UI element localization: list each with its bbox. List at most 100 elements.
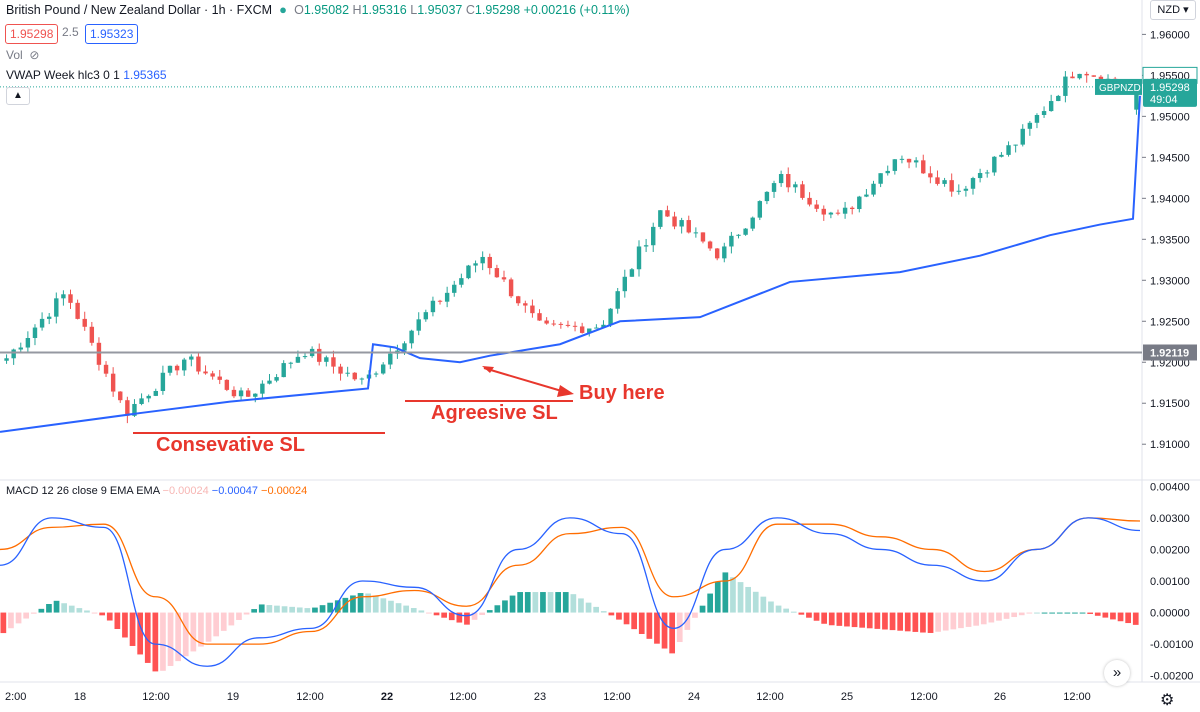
candle-body [153, 390, 158, 396]
macd-hist-bar [433, 612, 440, 616]
candle-body [139, 398, 144, 404]
volume-indicator[interactable]: Vol ⊘ [6, 48, 40, 62]
candle-body [679, 220, 684, 227]
candle-body [970, 178, 976, 189]
macd-hist-bar [783, 608, 789, 613]
macd-line-value: −0.00047 [211, 485, 258, 497]
candle-body [942, 180, 947, 184]
candle-body [764, 191, 770, 202]
macd-hist-bar [562, 592, 569, 613]
ohlc-high: 1.95316 [361, 3, 407, 17]
hline-price-tag: 1.92119 [1150, 347, 1189, 359]
macd-hist-bar [365, 593, 371, 613]
candle-body [466, 265, 471, 279]
macd-hist-bar [296, 607, 303, 613]
macd-hist-bar [889, 612, 896, 631]
macd-hist-bar [281, 606, 288, 613]
time-tick-label: 12:00 [1063, 691, 1091, 703]
candle-body [707, 241, 713, 249]
candle-body [110, 373, 116, 392]
macd-hist-bar [350, 595, 356, 613]
candle-body [714, 248, 720, 259]
candle-body [331, 357, 336, 367]
sell-price-button[interactable]: 1.95298 [5, 24, 59, 44]
macd-hist-bar [1072, 612, 1078, 614]
gear-icon[interactable]: ⚙ [1160, 692, 1175, 709]
macd-hist-bar [904, 612, 911, 632]
candle-body [388, 353, 393, 365]
candle-body [842, 207, 848, 214]
vwap-legend[interactable]: VWAP Week hlc3 0 1 1.95365 [6, 68, 167, 82]
macd-tick-label: -0.00200 [1150, 671, 1193, 683]
spread-value: 2.5 [62, 25, 79, 39]
candle-body [4, 358, 9, 361]
eye-off-icon[interactable]: ⊘ [26, 48, 40, 62]
double-chevron-right-icon[interactable]: » [1104, 660, 1130, 686]
candle-body [494, 268, 500, 278]
macd-hist-bar [236, 612, 242, 620]
macd-hist-bar [8, 612, 14, 629]
macd-hist-bar [1117, 612, 1124, 622]
macd-hist-bar [616, 612, 622, 620]
candle-body [921, 160, 926, 174]
macd-hist-bar [745, 586, 751, 613]
macd-hist-bar [1018, 612, 1025, 616]
macd-hist-bar [654, 612, 660, 644]
candle-body [800, 184, 805, 198]
candle-body [82, 318, 87, 327]
macd-hist-bar [950, 612, 957, 630]
candle-body [46, 316, 52, 319]
macd-hist-bar [198, 612, 204, 647]
macd-hist-bar [646, 612, 653, 639]
candle-body [11, 349, 16, 359]
candle-body [189, 356, 194, 360]
candle-body [992, 156, 997, 173]
macd-hist-bar [213, 612, 219, 637]
time-tick-label: 18 [74, 691, 86, 703]
candle-body [203, 371, 208, 374]
candle-body [1027, 122, 1033, 129]
macd-hist-bar [874, 612, 881, 629]
macd-hist-bar [813, 612, 820, 621]
macd-hist-bar [1003, 612, 1010, 619]
candle-body [828, 212, 834, 215]
macd-hist-bar [167, 612, 174, 666]
candle-body [409, 330, 414, 344]
macd-hist-bar [160, 612, 166, 671]
candle-body [999, 154, 1004, 157]
macd-hist-bar [464, 612, 470, 625]
macd-hist-bar [53, 600, 60, 613]
macd-hist-bar [1011, 612, 1017, 618]
macd-legend[interactable]: MACD 12 26 close 9 EMA EMA −0.00024 −0.0… [6, 485, 308, 497]
macd-hist-bar [547, 592, 554, 613]
candle-body [878, 173, 883, 184]
macd-hist-bar [251, 609, 257, 613]
macd-hist-bar [996, 612, 1002, 621]
candle-body [68, 294, 73, 303]
market-status-dot: ● [275, 2, 291, 17]
macd-hist-bar [304, 608, 311, 613]
macd-hist-bar [1110, 612, 1116, 620]
macd-hist-bar [274, 605, 280, 613]
chevron-up-icon[interactable]: ▲ [6, 87, 30, 105]
buy-price-button[interactable]: 1.95323 [85, 24, 139, 44]
currency-selector[interactable]: NZD ▾ [1150, 0, 1196, 20]
macd-hist-bar [707, 593, 713, 613]
price-tick-label: 1.94000 [1150, 193, 1190, 205]
candle-body [132, 403, 137, 416]
candle-body [402, 343, 407, 351]
candle-body [558, 323, 564, 325]
macd-hist-bar [806, 612, 812, 618]
macd-hist-bar [15, 612, 22, 624]
candle-body [217, 376, 222, 380]
macd-hist-bar [258, 604, 265, 613]
candle-body [89, 326, 95, 343]
macd-hist-bar [319, 605, 326, 613]
macd-hist-bar [692, 612, 698, 618]
candle-body [118, 391, 123, 401]
candle-body [338, 366, 343, 374]
candle-body [565, 324, 571, 326]
candle-body [146, 395, 151, 399]
candle-body [423, 312, 429, 320]
